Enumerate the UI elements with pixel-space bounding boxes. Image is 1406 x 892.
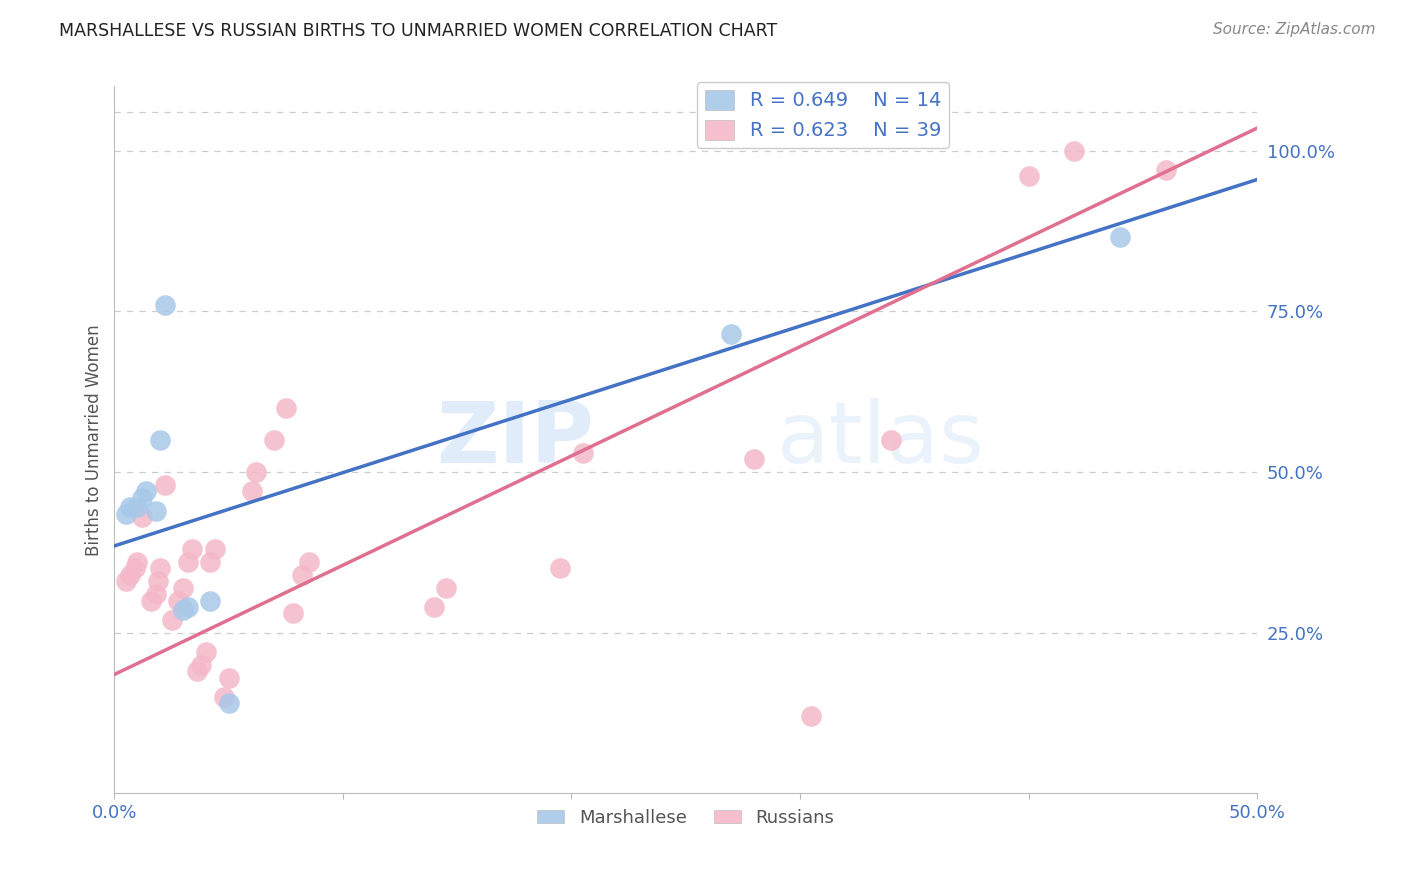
Point	[274, 401, 297, 415]
Point	[200, 593, 222, 607]
Point	[176, 555, 198, 569]
Point	[135, 484, 157, 499]
Point	[145, 587, 167, 601]
Point	[742, 452, 765, 467]
Text: MARSHALLESE VS RUSSIAN BIRTHS TO UNMARRIED WOMEN CORRELATION CHART: MARSHALLESE VS RUSSIAN BIRTHS TO UNMARRI…	[59, 22, 778, 40]
Point	[218, 697, 240, 711]
Point	[186, 665, 208, 679]
Point	[153, 478, 176, 492]
Point	[434, 581, 457, 595]
Point	[139, 593, 162, 607]
Point	[240, 484, 263, 499]
Point	[720, 326, 742, 341]
Point	[176, 599, 198, 614]
Point	[1109, 230, 1132, 244]
Point	[153, 298, 176, 312]
Point	[218, 671, 240, 685]
Legend: Marshallese, Russians: Marshallese, Russians	[530, 801, 841, 834]
Point	[1063, 144, 1085, 158]
Point	[212, 690, 235, 704]
Point	[263, 433, 285, 447]
Point	[149, 433, 172, 447]
Point	[572, 446, 595, 460]
Point	[245, 465, 267, 479]
Point	[124, 561, 146, 575]
Point	[131, 491, 153, 505]
Point	[127, 500, 149, 515]
Point	[120, 500, 142, 515]
Point	[127, 555, 149, 569]
Point	[204, 542, 226, 557]
Point	[172, 603, 194, 617]
Text: atlas: atlas	[778, 399, 986, 482]
Point	[423, 599, 446, 614]
Point	[548, 561, 571, 575]
Point	[190, 657, 212, 672]
Text: ZIP: ZIP	[437, 399, 595, 482]
Point	[149, 561, 172, 575]
Point	[120, 567, 142, 582]
Point	[880, 433, 903, 447]
Point	[115, 507, 138, 521]
Point	[131, 510, 153, 524]
Point	[160, 613, 183, 627]
Point	[1018, 169, 1040, 184]
Point	[281, 607, 304, 621]
Point	[194, 645, 217, 659]
Point	[146, 574, 169, 589]
Point	[172, 581, 194, 595]
Point	[1154, 162, 1177, 177]
Point	[181, 542, 204, 557]
Point	[115, 574, 138, 589]
Point	[298, 555, 321, 569]
Point	[800, 709, 823, 723]
Point	[291, 567, 314, 582]
Point	[145, 503, 167, 517]
Point	[200, 555, 222, 569]
Point	[167, 593, 190, 607]
Text: Source: ZipAtlas.com: Source: ZipAtlas.com	[1212, 22, 1375, 37]
Y-axis label: Births to Unmarried Women: Births to Unmarried Women	[86, 324, 103, 556]
